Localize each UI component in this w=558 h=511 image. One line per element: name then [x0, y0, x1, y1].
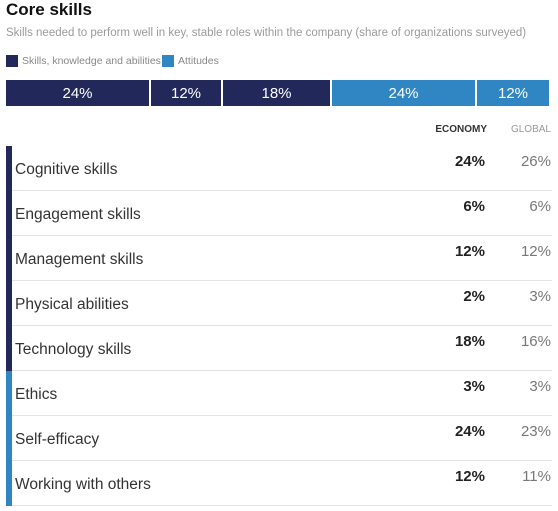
global-value: 16%: [520, 333, 551, 350]
global-value: 23%: [520, 423, 551, 440]
legend-item-skills: Skills, knowledge and abilities: [6, 55, 161, 67]
economy-value: 6%: [463, 198, 485, 215]
global-value: 26%: [520, 153, 551, 170]
group-indicator-attitudes: [6, 371, 12, 416]
legend-label-attitudes: Attitudes: [178, 55, 219, 67]
row-label: Ethics: [15, 386, 58, 403]
table-row: Technology skills 18% 16%: [6, 326, 552, 371]
table-row: Management skills 12% 12%: [6, 236, 552, 281]
economy-value: 24%: [454, 153, 485, 170]
group-indicator-skills: [6, 236, 12, 281]
column-header-global: GLOBAL: [510, 124, 551, 135]
global-value: 11%: [522, 468, 551, 485]
row-label: Management skills: [15, 251, 144, 268]
global-value: 3%: [529, 288, 551, 305]
group-indicator-skills: [6, 326, 12, 371]
group-indicator-skills: [6, 281, 12, 326]
row-label: Physical abilities: [15, 296, 129, 313]
column-header-economy: ECONOMY: [435, 124, 487, 135]
global-value: 12%: [520, 243, 551, 260]
table-row: Working with others 12% 11%: [6, 461, 552, 506]
row-label: Cognitive skills: [15, 161, 118, 178]
row-label: Working with others: [15, 476, 151, 493]
global-value: 6%: [529, 198, 551, 215]
group-indicator-attitudes: [6, 416, 12, 461]
chart-title: Core skills: [6, 0, 92, 19]
group-indicator-skills: [6, 146, 12, 191]
chart-subtitle: Skills needed to perform well in key, st…: [6, 27, 527, 39]
bar-segment-5: 12%: [477, 80, 549, 106]
table-row: Ethics 3% 3%: [6, 371, 552, 416]
economy-value: 12%: [454, 243, 485, 260]
global-value: 3%: [529, 378, 551, 395]
economy-value: 3%: [463, 378, 485, 395]
legend-swatch-skills: [6, 55, 18, 67]
legend-swatch-attitudes: [162, 55, 174, 67]
stacked-share-bar: 24% 12% 18% 24% 12%: [6, 80, 549, 106]
row-label: Self-efficacy: [15, 431, 100, 448]
bar-segment-2: 12%: [151, 80, 221, 106]
row-label: Technology skills: [15, 341, 132, 358]
economy-value: 12%: [454, 468, 485, 485]
table-row: Self-efficacy 24% 23%: [6, 416, 552, 461]
row-label: Engagement skills: [15, 206, 141, 223]
table-row: Engagement skills 6% 6%: [6, 191, 552, 236]
bar-segment-3: 18%: [223, 80, 330, 106]
group-indicator-skills: [6, 191, 12, 236]
economy-value: 24%: [454, 423, 485, 440]
legend-item-attitudes: Attitudes: [162, 55, 219, 67]
bar-segment-1: 24%: [6, 80, 149, 106]
economy-value: 2%: [463, 288, 485, 305]
group-indicator-attitudes: [6, 461, 12, 506]
table-row: Cognitive skills 24% 26%: [6, 146, 552, 191]
skills-table: Cognitive skills 24% 26% Engagement skills 6…: [6, 146, 552, 506]
bar-segment-4: 24%: [332, 80, 475, 106]
legend-label-skills: Skills, knowledge and abilities: [22, 55, 161, 67]
economy-value: 18%: [454, 333, 485, 350]
table-row: Physical abilities 2% 3%: [6, 281, 552, 326]
